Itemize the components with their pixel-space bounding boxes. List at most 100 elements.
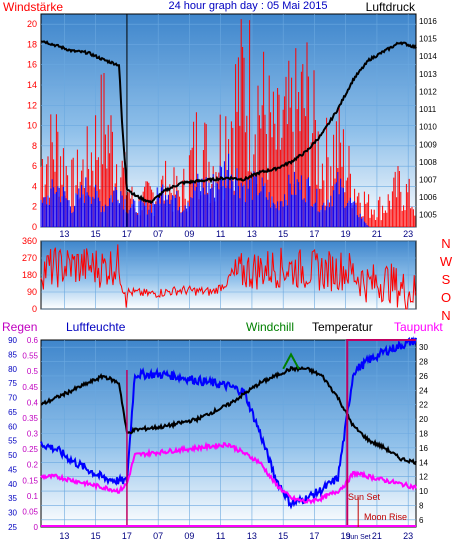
rain-tick-label: 0.05 <box>22 507 38 516</box>
temperature-tick-label: 28 <box>419 358 428 367</box>
wind-direction-series <box>40 244 416 310</box>
temperature-series <box>40 365 417 466</box>
pressure-tick-label: 1015 <box>419 35 437 44</box>
pressure-tick-label: 1010 <box>419 123 437 132</box>
x-tick-label: 19 <box>341 531 351 541</box>
temperatur-label: Temperatur <box>312 320 373 334</box>
wind-tick-label: 20 <box>27 19 37 29</box>
temperature-tick-label: 10 <box>419 487 428 496</box>
x-tick-label: 15 <box>278 229 288 239</box>
wind-tick-label: 12 <box>27 100 37 110</box>
pressure-tick-label: 1016 <box>419 17 437 26</box>
humidity-tick-label: 25 <box>8 523 17 532</box>
x-tick-label: 17 <box>122 229 132 239</box>
x-tick-label: 21 <box>372 531 382 541</box>
regen-label: Regen <box>2 320 37 334</box>
humidity-tick-label: 90 <box>8 336 17 345</box>
direction-tick-label: 360 <box>22 236 37 246</box>
humidity-tick-label: 50 <box>8 451 17 460</box>
wind-tick-label: 0 <box>32 222 37 232</box>
axes: 0246810121416182010051006100710081009101… <box>8 17 437 541</box>
gust-series <box>40 153 370 227</box>
humidity-tick-label: 60 <box>8 422 17 431</box>
x-tick-label: 21 <box>372 229 382 239</box>
temperature-tick-label: 16 <box>419 444 428 453</box>
x-tick-label: 17 <box>309 531 319 541</box>
compass-label: S <box>442 272 451 287</box>
x-tick-label: 09 <box>184 531 194 541</box>
wind-tick-label: 16 <box>27 60 37 70</box>
wind-tick-label: 18 <box>27 39 37 49</box>
x-tick-label: 15 <box>91 229 101 239</box>
x-tick-label: 09 <box>184 229 194 239</box>
direction-tick-label: 90 <box>27 287 37 297</box>
sun-set-annotation: Sun Set <box>348 492 381 502</box>
humidity-tick-label: 80 <box>8 365 17 374</box>
x-tick-label: 13 <box>59 229 69 239</box>
x-tick-label: 11 <box>216 229 225 239</box>
rain-tick-label: 0.25 <box>22 445 38 454</box>
temperature-tick-label: 22 <box>419 401 428 410</box>
humidity-tick-label: 30 <box>8 509 17 518</box>
x-tick-label: 15 <box>278 531 288 541</box>
x-tick-label: 17 <box>122 531 132 541</box>
humidity-tick-label: 85 <box>8 350 17 359</box>
rain-tick-label: 0.3 <box>27 430 39 439</box>
pressure-series <box>40 40 417 205</box>
temperature-tick-label: 20 <box>419 415 428 424</box>
humidity-tick-label: 35 <box>8 494 17 503</box>
rain-tick-label: 0.6 <box>27 336 39 345</box>
pressure-tick-label: 1005 <box>419 211 437 220</box>
windstaerke-label: Windstärke <box>3 0 63 14</box>
x-tick-label: 23 <box>403 229 413 239</box>
rain-tick-label: 0 <box>34 523 39 532</box>
compass-label: O <box>441 290 451 305</box>
humidity-tick-label: 55 <box>8 437 17 446</box>
x-tick-label: 11 <box>216 531 225 541</box>
rain-tick-label: 0.5 <box>27 367 39 376</box>
compass-label: N <box>441 308 450 323</box>
rain-series <box>346 339 416 527</box>
pressure-tick-label: 1007 <box>419 175 437 184</box>
wind-tick-label: 4 <box>32 181 37 191</box>
humidity-series <box>40 336 417 510</box>
temperature-tick-label: 14 <box>419 458 428 467</box>
compass-label: W <box>440 254 453 269</box>
x-tick-label: 13 <box>59 531 69 541</box>
pressure-tick-label: 1011 <box>419 105 437 114</box>
pressure-tick-label: 1009 <box>419 140 437 149</box>
taupunkt-label: Taupunkt <box>394 320 443 334</box>
temperature-tick-label: 30 <box>419 343 428 352</box>
pressure-tick-label: 1012 <box>419 87 437 96</box>
x-tick-label: 07 <box>153 531 163 541</box>
rain-tick-label: 0.55 <box>22 352 38 361</box>
pressure-tick-label: 1013 <box>419 70 437 79</box>
wind-tick-label: 8 <box>32 141 37 151</box>
data-series <box>40 14 417 527</box>
rain-tick-label: 0.15 <box>22 476 38 485</box>
windchill-series <box>282 352 300 370</box>
pressure-tick-label: 1008 <box>419 158 437 167</box>
temperature-tick-label: 24 <box>419 386 428 395</box>
temperature-tick-label: 26 <box>419 372 428 381</box>
humidity-tick-label: 40 <box>8 480 17 489</box>
wind-tick-label: 10 <box>27 121 37 131</box>
rain-tick-label: 0.4 <box>27 398 39 407</box>
humidity-tick-label: 70 <box>8 394 17 403</box>
rain-tick-label: 0.35 <box>22 414 38 423</box>
wind-tick-label: 2 <box>32 202 37 212</box>
rain-tick-label: 0.45 <box>22 383 38 392</box>
moon-rise-annotation: Moon Rise <box>364 512 407 522</box>
direction-tick-label: 0 <box>32 304 37 314</box>
direction-tick-label: 180 <box>22 270 37 280</box>
luftdruck-label: Luftdruck <box>366 0 416 14</box>
direction-tick-label: 270 <box>22 253 37 263</box>
wind-tick-label: 6 <box>32 161 37 171</box>
humidity-tick-label: 75 <box>8 379 17 388</box>
rain-tick-label: 0.2 <box>27 461 39 470</box>
temperature-tick-label: 12 <box>419 473 428 482</box>
x-tick-label: 19 <box>341 229 351 239</box>
x-tick-label: 07 <box>153 229 163 239</box>
